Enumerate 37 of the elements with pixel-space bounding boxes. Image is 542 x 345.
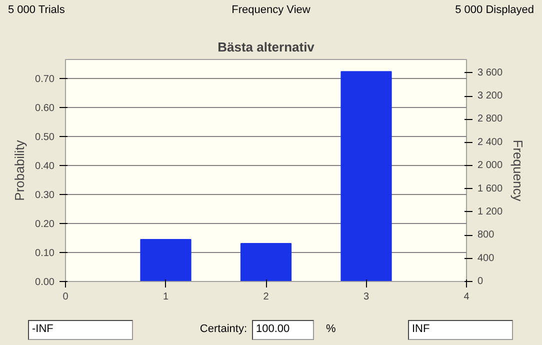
y-tick-label: 0.40 [35,161,55,172]
y-tick-label: 0.70 [35,74,55,86]
bar [340,71,392,282]
text: Certainty: [198,322,247,337]
y2-tick-label: 2 400 [478,136,503,148]
bar [240,243,292,282]
y2-tick-label: 3 200 [478,90,503,102]
y2-tick-label: 1 600 [478,183,503,194]
text: % [326,322,336,337]
y-tick-label: 0.50 [35,132,55,144]
y-axis-title: Probability [12,140,28,201]
text: -INF [28,320,133,340]
bar [140,238,192,282]
y2-tick-label: 2 800 [478,114,503,125]
y2-tick-label: 1 200 [478,206,503,218]
text: Frequency View [232,4,310,16]
y2-axis-title: Frequency [510,140,526,202]
chart-title: Bästa alternativ [218,40,316,54]
y2-tick-label: 400 [478,252,495,264]
y-tick-label: 0.60 [35,103,55,114]
x-tick-label: 0 [62,292,69,302]
y-tick-label: 0.10 [35,248,55,260]
y2-tick-label: 0 [478,276,484,287]
y-tick-label: 0.00 [35,277,55,288]
y-tick-label: 0.30 [35,190,55,202]
text: 5 000 Trials [8,3,65,18]
text: 5 000 Displayed [455,3,534,18]
x-tick-label: 2 [263,292,270,302]
text: 100.00 [252,320,314,340]
y2-tick-label: 3 600 [478,67,503,78]
y2-tick-label: 2 000 [478,160,503,172]
x-tick-label: 4 [464,292,470,302]
text: INF [408,320,513,340]
y2-tick-label: 800 [478,230,495,241]
y-tick-label: 0.20 [35,219,55,230]
x-tick-label: 1 [162,292,169,302]
x-tick-label: 3 [363,292,370,302]
